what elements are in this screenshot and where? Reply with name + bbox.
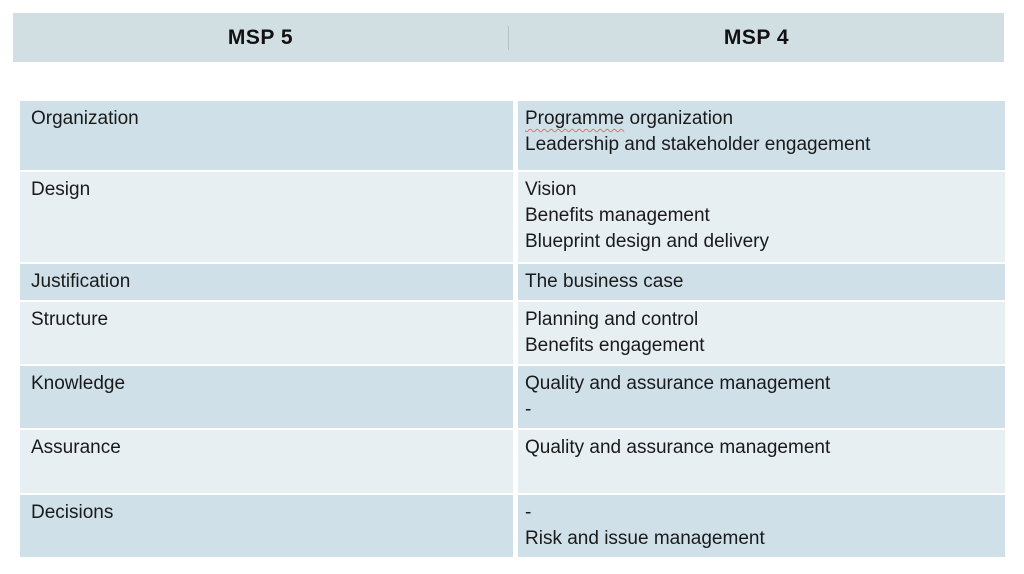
msp4-line: Quality and assurance management: [525, 437, 831, 458]
msp4-line: Programme organization: [525, 108, 734, 129]
msp4-cell: - Risk and issue management: [518, 495, 1005, 557]
msp5-cell: Assurance: [20, 430, 513, 493]
msp4-line: -: [525, 502, 532, 523]
table-row: Design Vision Benefits management Blueprin…: [20, 172, 1005, 262]
msp4-line: Leadership and stakeholder engagement: [525, 134, 871, 155]
msp5-cell: Decisions: [20, 495, 513, 557]
msp5-cell: Structure: [20, 302, 513, 364]
msp5-cell: Knowledge: [20, 366, 513, 428]
msp4-line: Risk and issue management: [525, 528, 765, 549]
msp4-cell: Quality and assurance management: [518, 430, 1005, 493]
table-row: Structure Planning and control Benefits e…: [20, 302, 1005, 364]
msp4-line: -: [525, 399, 532, 420]
table-row: Justification The business case: [20, 264, 1005, 300]
table-row: Decisions - Risk and issue management: [20, 495, 1005, 557]
table-row: Assurance Quality and assurance manageme…: [20, 430, 1005, 493]
msp4-cell: Quality and assurance management -: [518, 366, 1005, 428]
table-row: Organization Programme organization Leade…: [20, 101, 1005, 170]
msp4-line: Benefits engagement: [525, 335, 705, 356]
msp4-line: Quality and assurance management: [525, 373, 831, 394]
comparison-table: Organization Programme organization Leade…: [20, 101, 1005, 557]
msp5-cell: Design: [20, 172, 513, 262]
header-msp4: MSP 4: [508, 25, 1004, 50]
msp4-line: Planning and control: [525, 309, 699, 330]
msp4-cell: Planning and control Benefits engagement: [518, 302, 1005, 364]
misspelled-word: Programme: [525, 108, 625, 129]
header-msp5: MSP 5: [227, 25, 294, 49]
msp4-line: Vision: [525, 179, 577, 200]
msp4-cell: Programme organization Leadership and sta…: [518, 101, 1005, 170]
msp5-cell: Justification: [20, 264, 513, 300]
msp5-cell: Organization: [20, 101, 513, 170]
table-header: MSP 5 MSP 4: [13, 13, 1004, 62]
msp4-cell: The business case: [518, 264, 1005, 300]
msp4-line: Benefits management: [525, 205, 710, 226]
msp4-line: The business case: [525, 271, 684, 292]
table-row: Knowledge Quality and assurance manageme…: [20, 366, 1005, 428]
msp4-cell: Vision Benefits management Blueprint desig…: [518, 172, 1005, 262]
msp4-line: Blueprint design and delivery: [525, 231, 769, 252]
